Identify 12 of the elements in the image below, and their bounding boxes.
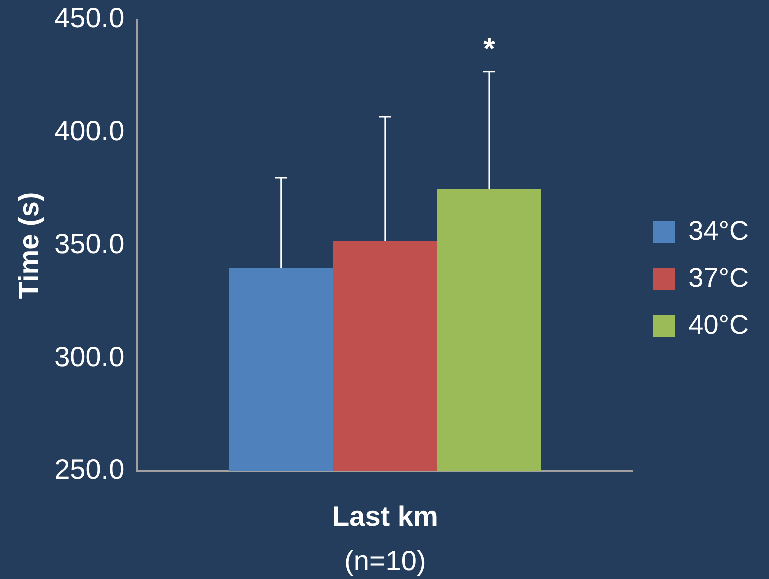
y-tick-label: 350.0 bbox=[54, 228, 125, 260]
y-axis-title: Time (s) bbox=[14, 192, 45, 300]
x-axis-title: Last km bbox=[332, 500, 438, 532]
legend-label: 40°C bbox=[688, 310, 749, 340]
y-tick-label: 300.0 bbox=[54, 341, 125, 372]
annotation: * bbox=[484, 33, 496, 66]
legend-label: 34°C bbox=[688, 216, 749, 246]
legend-label: 37°C bbox=[688, 262, 749, 293]
y-tick-label: 250.0 bbox=[54, 454, 125, 486]
y-tick-label: 450.0 bbox=[54, 2, 125, 34]
y-tick-label: 400.0 bbox=[54, 116, 125, 147]
text: (n=10) bbox=[344, 546, 426, 577]
